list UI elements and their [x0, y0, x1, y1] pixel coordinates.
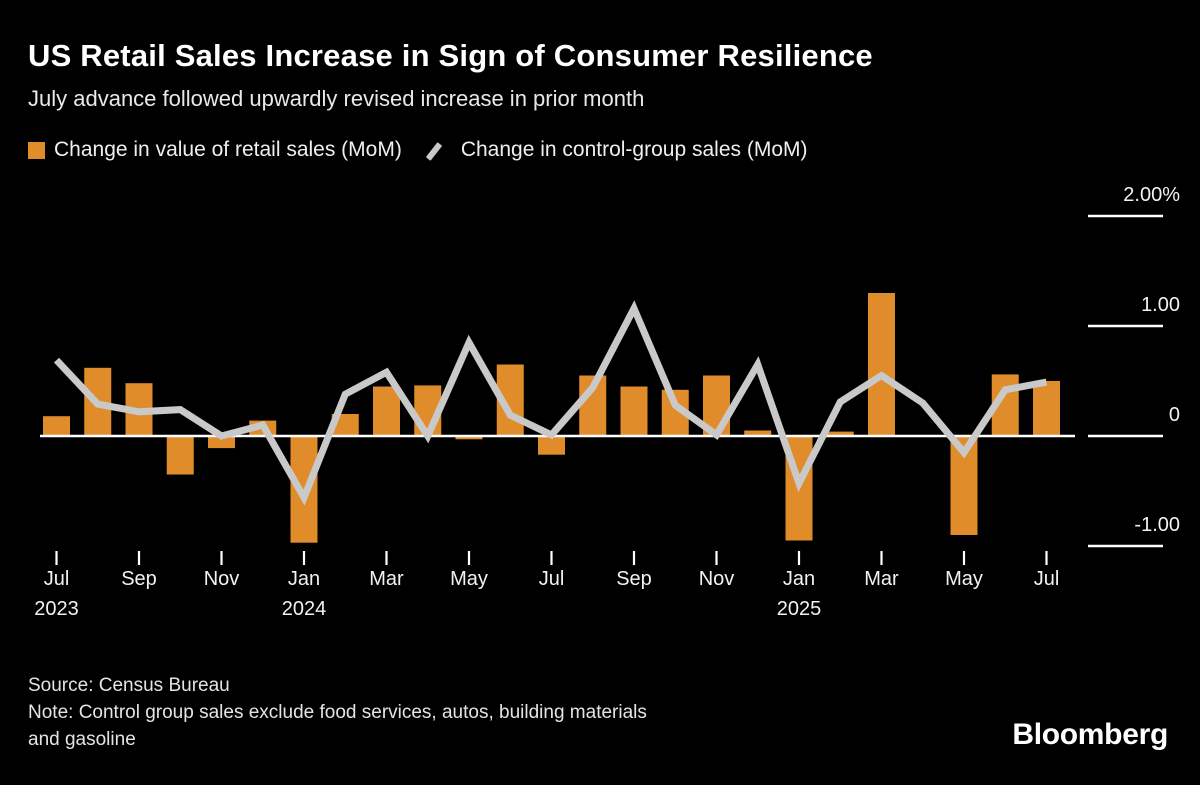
x-axis-month-label-5: May [450, 568, 488, 590]
x-axis-month-label-2: Nov [203, 568, 240, 590]
bar-nov-2023[interactable] [208, 436, 235, 449]
y-axis-label-0: 2.00% [1123, 184, 1180, 206]
y-axis-label-2: 0 [1168, 404, 1180, 426]
bar-mar-2024[interactable] [373, 386, 400, 437]
bar-feb-2025[interactable] [826, 431, 854, 436]
x-axis-month-label-1: Sep [121, 568, 157, 590]
legend-label-bar: Change in value of retail sales (MoM) [54, 138, 402, 161]
y-axis-label-1: 1.00 [1141, 294, 1180, 316]
x-axis-month-label-0: Jul [43, 568, 70, 590]
x-axis-month-label-10: Mar [864, 568, 899, 590]
y-axis-label-3: -1.00 [1134, 514, 1180, 536]
bar-dec-2024[interactable] [744, 430, 772, 437]
footnote-note-line2: and gasoline [28, 729, 136, 750]
legend-label-line: Change in control-group sales (MoM) [460, 138, 808, 161]
page-subtitle: July advance followed upwardly revised i… [28, 86, 645, 111]
bar-jul-2024[interactable] [538, 436, 565, 455]
bar-oct-2023[interactable] [166, 436, 194, 475]
x-axis-year-label-0: 2023 [34, 598, 79, 620]
x-axis-year-label-3: 2024 [281, 598, 327, 620]
x-axis-month-label-7: Sep [616, 568, 652, 590]
bar-jul-2025[interactable] [1033, 381, 1060, 436]
x-axis-month-label-6: Jul [538, 568, 565, 590]
x-axis-month-label-3: Jan [287, 568, 321, 590]
bar-may-2024[interactable] [455, 436, 483, 440]
chart-legend: Change in value of retail sales (MoM) Ch… [28, 138, 807, 162]
legend-item-bar[interactable]: Change in value of retail sales (MoM) [28, 138, 402, 162]
control-group-line[interactable] [53, 300, 1048, 506]
x-axis-year-label-9: 2025 [776, 598, 822, 620]
bar-mar-2025[interactable] [868, 293, 895, 436]
x-axis-month-label-9: Jan [782, 568, 816, 590]
footnote-source: Source: Census Bureau [28, 675, 230, 696]
footnote-note-line1: Note: Control group sales exclude food s… [28, 702, 647, 723]
legend-item-line[interactable]: Change in control-group sales (MoM) [428, 138, 808, 162]
x-axis-month-label-12: Jul [1033, 568, 1060, 590]
x-axis-month-label-4: Mar [369, 568, 404, 590]
bar-jul-2023[interactable] [43, 416, 70, 436]
x-axis-month-label-8: Nov [698, 568, 735, 590]
bloomberg-logo: Bloomberg [1012, 718, 1168, 751]
page-title: US Retail Sales Increase in Sign of Cons… [28, 38, 873, 73]
chart-footnote: Source: Census Bureau Note: Control grou… [28, 672, 647, 753]
square-swatch-icon [28, 141, 45, 159]
x-axis-month-label-11: May [945, 568, 983, 590]
bar-sep-2024[interactable] [620, 386, 648, 437]
